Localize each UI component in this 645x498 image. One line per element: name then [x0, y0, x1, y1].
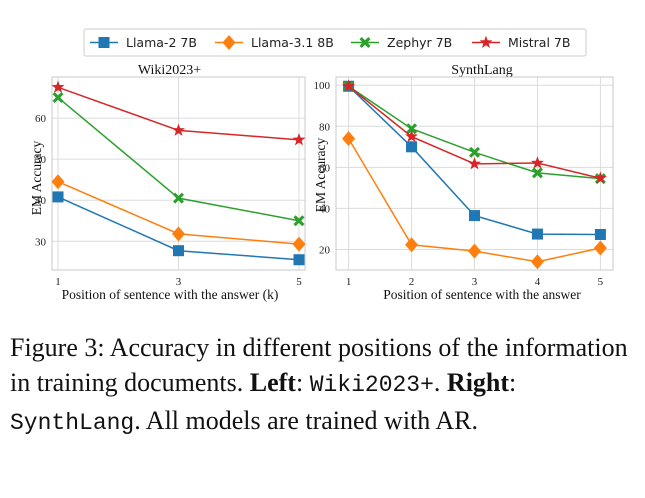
wiki2023-point-mistral-7b	[292, 133, 306, 146]
figure: Llama-2 7B Llama-3.1 8B Zephyr 7B Mistral 7…	[29, 28, 614, 302]
wiki2023-series-mistral-7b	[51, 80, 306, 146]
legend-box	[83, 28, 587, 57]
wiki2023-point-llama-3-1-8b	[172, 226, 185, 242]
synthlang-point-mistral-7b	[342, 79, 356, 92]
synthlang-point-llama-3-1-8b	[530, 254, 544, 270]
synthlang-point-zephyr-7b	[406, 123, 418, 135]
caption-right-label: Right	[446, 368, 510, 397]
legend-marker-llama-2-7b	[98, 37, 110, 48]
synthlang-y-tick-label: 20	[319, 244, 331, 256]
legend-marker-zephyr-7b	[359, 37, 371, 48]
wiki2023-point-mistral-7b	[172, 123, 185, 136]
synthlang-point-llama-2-7b	[406, 141, 418, 153]
synthlang-point-mistral-7b	[593, 171, 607, 184]
wiki2023-point-zephyr-7b	[173, 192, 184, 204]
wiki2023-series-zephyr-7b	[52, 92, 305, 227]
caption-right-dataset: SynthLang	[10, 410, 135, 436]
synthlang-plot-frame	[335, 76, 614, 271]
synthlang-point-mistral-7b	[468, 157, 481, 170]
synthlang-series-llama-3-1-8b	[342, 131, 607, 270]
wiki2023-x-tick-label: 5	[296, 276, 302, 288]
figure-caption: Figure 3: Accuracy in different position…	[10, 330, 635, 441]
synthlang-x-tick-label: 2	[409, 276, 415, 288]
caption-left-dataset: Wiki2023+	[309, 372, 434, 398]
legend-marker-mistral-7b	[479, 35, 493, 48]
wiki2023-point-zephyr-7b	[52, 92, 64, 104]
wiki2023-y-tick-label: 40	[35, 195, 47, 207]
synthlang-x-axis-label: Position of sentence with the answer	[383, 287, 581, 302]
wiki2023-x-tick-label: 3	[176, 276, 182, 288]
synthlang-x-tick-label: 3	[472, 276, 478, 288]
synthlang-point-mistral-7b	[405, 129, 419, 143]
synthlang-point-zephyr-7b	[469, 146, 480, 158]
wiki2023-point-zephyr-7b	[293, 215, 305, 227]
legend-item-zephyr-7b: Zephyr 7B	[351, 35, 452, 50]
caption-right-sep: :	[509, 368, 517, 397]
wiki2023-point-llama-2-7b	[293, 254, 305, 266]
legend-label-llama-3-1-8b: Llama-3.1 8B	[251, 35, 334, 50]
synthlang-x-tick-label: 4	[535, 276, 541, 288]
caption-left-label: Left	[249, 368, 296, 397]
caption-after-left: .	[433, 368, 447, 397]
wiki2023-point-llama-2-7b	[52, 191, 64, 203]
synthlang-point-llama-3-1-8b	[342, 131, 356, 147]
synthlang-y-tick-label: 100	[314, 80, 331, 92]
synthlang-point-llama-3-1-8b	[593, 240, 607, 256]
legend: Llama-2 7B Llama-3.1 8B Zephyr 7B Mistral 7…	[90, 35, 570, 50]
synthlang-y-tick-label: 40	[319, 203, 331, 215]
synthlang-point-llama-2-7b	[531, 228, 543, 240]
synthlang-panel: SynthLang EM Accuracy Position of senten…	[313, 63, 614, 302]
caption-left-sep: :	[295, 368, 310, 397]
synthlang-series-mistral-7b	[342, 79, 607, 184]
synthlang-title: SynthLang	[451, 63, 512, 78]
legend-label-mistral-7b: Mistral 7B	[508, 35, 570, 50]
wiki2023-y-tick-label: 30	[35, 236, 47, 248]
legend-item-llama-3-1-8b: Llama-3.1 8B	[215, 35, 334, 50]
caption-prefix: Figure 3: Accuracy in different position…	[10, 333, 628, 397]
synthlang-y-axis-label: EM Accuracy	[313, 137, 328, 212]
wiki2023-y-tick-label: 50	[35, 154, 47, 166]
wiki2023-point-llama-3-1-8b	[51, 174, 65, 190]
synthlang-x-tick-label: 1	[346, 276, 352, 288]
wiki2023-y-tick-label: 60	[35, 113, 47, 125]
synthlang-point-llama-2-7b	[594, 228, 606, 240]
wiki2023-y-axis-label: EM Accuracy	[29, 140, 44, 215]
synthlang-point-mistral-7b	[530, 156, 544, 169]
wiki2023-x-axis-label: Position of sentence with the answer (k)	[62, 287, 279, 302]
synthlang-point-llama-2-7b	[469, 210, 480, 222]
synthlang-point-zephyr-7b	[531, 167, 543, 179]
legend-marker-llama-3-1-8b	[222, 35, 236, 50]
synthlang-x-tick-label: 5	[598, 276, 604, 288]
wiki2023-plot-frame	[51, 76, 306, 271]
wiki2023-point-llama-3-1-8b	[292, 236, 306, 252]
legend-label-zephyr-7b: Zephyr 7B	[387, 35, 452, 50]
wiki2023-series-llama-3-1-8b	[51, 174, 306, 252]
wiki2023-point-mistral-7b	[51, 80, 65, 93]
synthlang-point-llama-3-1-8b	[405, 237, 419, 253]
caption-suffix: . All models are trained with AR.	[134, 406, 478, 435]
wiki2023-title: Wiki2023+	[138, 63, 201, 78]
wiki2023-series-llama-2-7b	[52, 191, 305, 266]
wiki2023-x-tick-label: 1	[55, 276, 61, 288]
synthlang-point-llama-3-1-8b	[468, 243, 481, 259]
synthlang-y-tick-label: 80	[319, 121, 331, 133]
legend-item-mistral-7b: Mistral 7B	[472, 35, 570, 50]
synthlang-y-tick-label: 60	[319, 162, 331, 174]
legend-label-llama-2-7b: Llama-2 7B	[126, 35, 197, 50]
legend-item-llama-2-7b: Llama-2 7B	[90, 35, 197, 50]
wiki2023-point-llama-2-7b	[173, 245, 184, 257]
wiki2023-panel: Wiki2023+ EM Accuracy Position of senten…	[29, 63, 306, 302]
